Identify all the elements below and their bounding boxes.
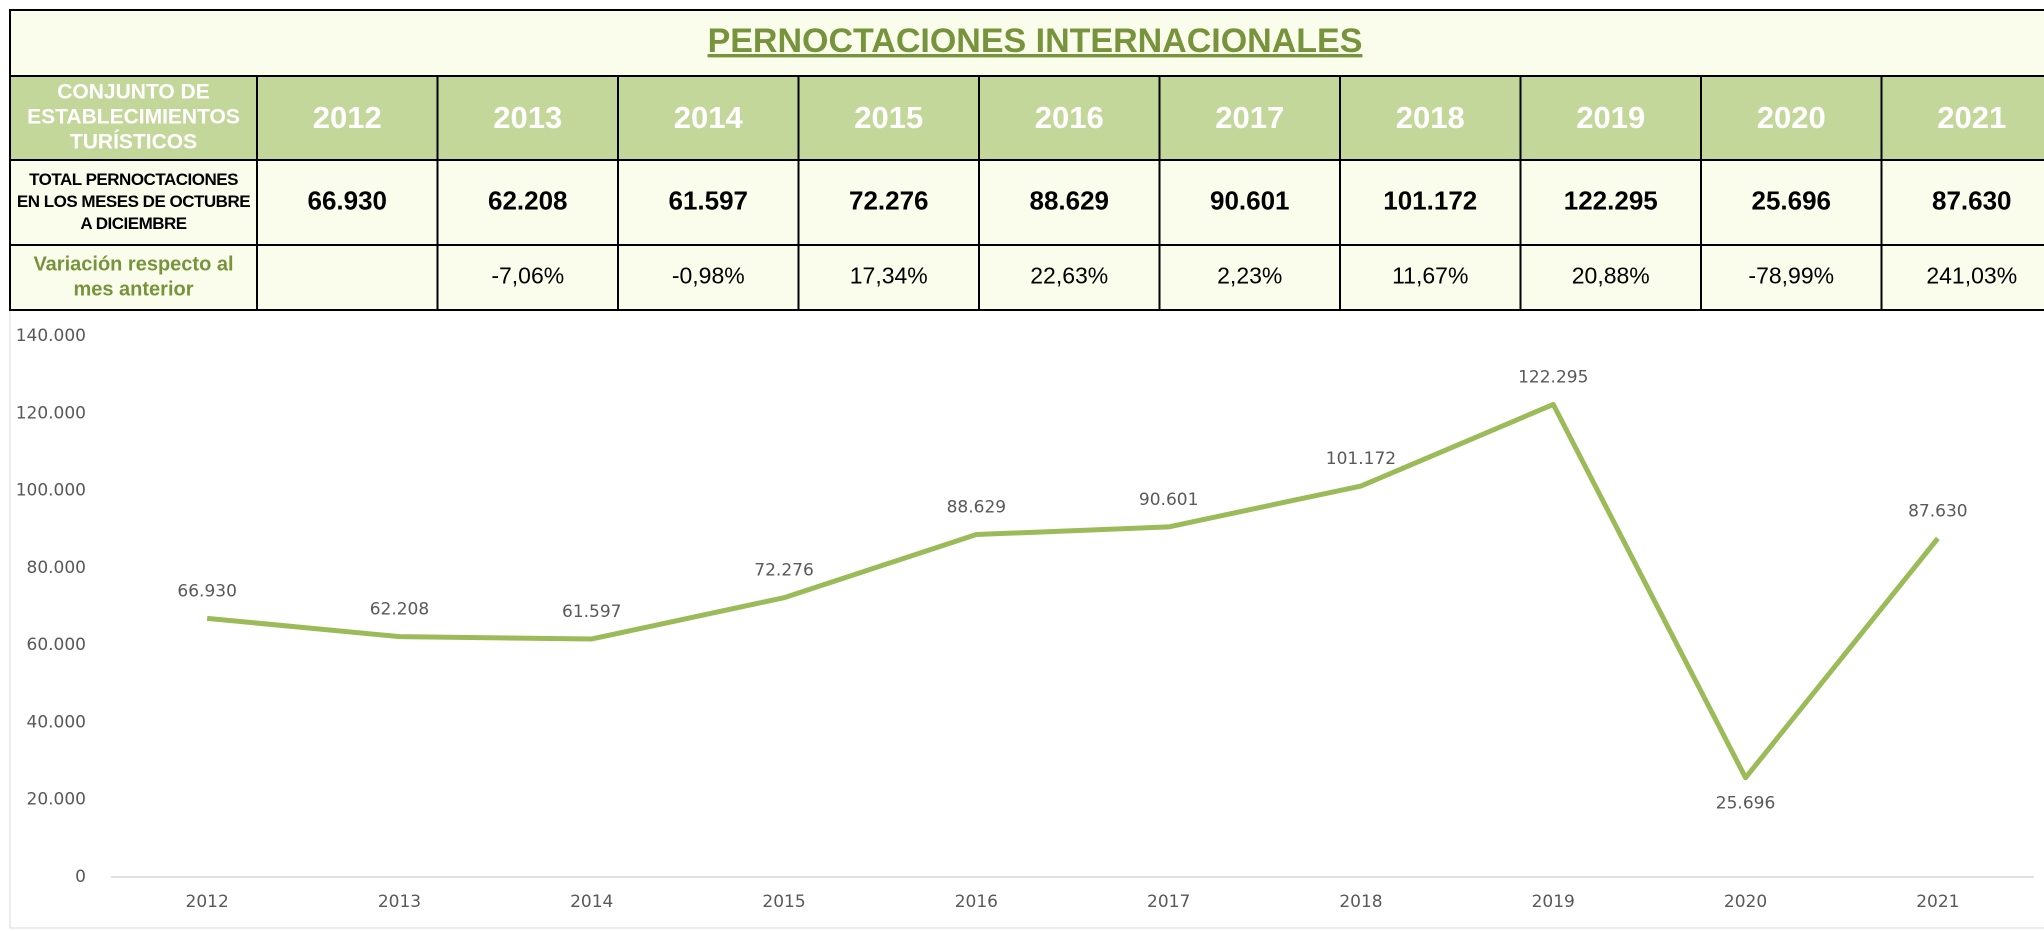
- year-header: 2021: [1937, 100, 2006, 135]
- data-label: 66.930: [177, 581, 236, 601]
- data-label: 90.601: [1139, 490, 1198, 510]
- x-tick-label: 2018: [1339, 892, 1382, 912]
- x-tick-label: 2013: [378, 892, 421, 912]
- cell: 90.601: [1210, 185, 1290, 215]
- year-header: 2012: [313, 100, 382, 135]
- x-tick-label: 2015: [762, 892, 805, 912]
- cell: 88.629: [1029, 185, 1109, 215]
- data-label: 61.597: [562, 602, 621, 622]
- x-tick-label: 2017: [1147, 892, 1190, 912]
- data-label: 62.208: [370, 600, 429, 620]
- data-label: 101.172: [1326, 449, 1396, 469]
- year-header: 2013: [493, 100, 562, 135]
- x-tick-label: 2019: [1532, 892, 1575, 912]
- x-tick-label: 2020: [1724, 892, 1767, 912]
- x-tick-label: 2012: [186, 892, 229, 912]
- data-label: 25.696: [1716, 794, 1775, 814]
- header-row: [9, 75, 2044, 161]
- year-header: 2014: [674, 100, 744, 135]
- x-tick-label: 2016: [955, 892, 998, 912]
- row-label: TOTAL PERNOCTACIONES: [29, 170, 238, 189]
- row-label: Variación respecto al: [33, 253, 233, 275]
- y-tick-label: 80.000: [27, 558, 86, 578]
- row-label: A DICIEMBRE: [80, 214, 186, 233]
- cell: -0,98%: [672, 263, 745, 289]
- y-tick-label: 60.000: [27, 635, 86, 655]
- x-tick-label: 2014: [570, 892, 613, 912]
- data-label: 88.629: [947, 498, 1006, 518]
- year-header: 2015: [854, 100, 923, 135]
- cell: 241,03%: [1926, 263, 2017, 289]
- cell: 20,88%: [1572, 263, 1650, 289]
- cell: -7,06%: [491, 263, 564, 289]
- cell: 17,34%: [850, 263, 928, 289]
- table-title: PERNOCTACIONES INTERNACIONALES: [708, 22, 1363, 60]
- cell: 25.696: [1751, 185, 1831, 215]
- cell: 22,63%: [1030, 263, 1108, 289]
- y-tick-label: 140.000: [16, 326, 86, 346]
- y-tick-label: 0: [75, 867, 86, 887]
- cell: 2,23%: [1217, 263, 1282, 289]
- chart-frame: [9, 309, 2044, 929]
- year-header: 2020: [1757, 100, 1826, 135]
- corner-label: CONJUNTO DE: [57, 81, 209, 104]
- y-tick-label: 120.000: [16, 403, 86, 423]
- year-header: 2016: [1035, 100, 1104, 135]
- year-header: 2019: [1576, 100, 1645, 135]
- corner-label: TURÍSTICOS: [70, 131, 197, 154]
- cell: 11,67%: [1392, 263, 1468, 289]
- row-label: EN LOS MESES DE OCTUBRE: [17, 192, 250, 211]
- x-tick-label: 2021: [1916, 892, 1959, 912]
- cell: 122.295: [1564, 185, 1658, 215]
- cell: 66.930: [307, 185, 387, 215]
- row-label: mes anterior: [73, 278, 193, 300]
- cell: 72.276: [849, 185, 929, 215]
- cell: -78,99%: [1748, 263, 1834, 289]
- cell: 87.630: [1932, 185, 2012, 215]
- year-header: 2017: [1215, 100, 1284, 135]
- year-header: 2018: [1396, 100, 1465, 135]
- cell: 61.597: [668, 185, 748, 215]
- cell: 62.208: [488, 185, 568, 215]
- series-line: [206, 401, 1940, 781]
- corner-label: ESTABLECIMIENTOS: [27, 106, 240, 129]
- data-label: 72.276: [754, 561, 813, 581]
- y-tick-label: 40.000: [27, 712, 86, 732]
- data-label: 122.295: [1518, 367, 1588, 387]
- cell: 101.172: [1383, 185, 1477, 215]
- data-label: 87.630: [1908, 501, 1967, 521]
- y-tick-label: 20.000: [27, 790, 86, 810]
- y-tick-label: 100.000: [16, 481, 86, 501]
